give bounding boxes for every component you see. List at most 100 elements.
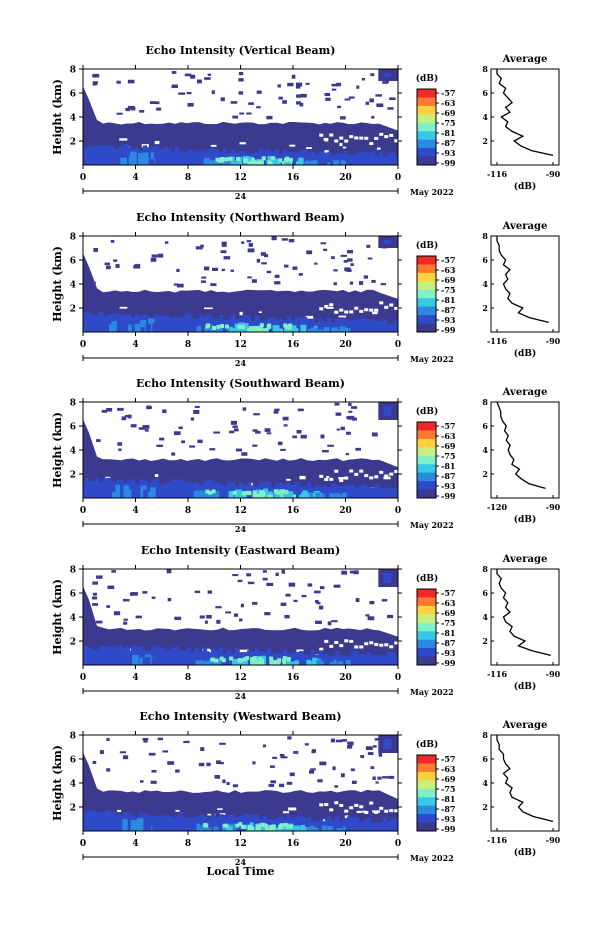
echo-cell xyxy=(83,646,88,665)
echo-cell xyxy=(252,490,257,495)
echo-cell xyxy=(279,753,285,757)
echo-cell xyxy=(359,485,364,498)
echo-cell xyxy=(355,152,360,165)
echo-cell xyxy=(182,490,187,498)
echo-cell xyxy=(310,768,316,771)
echo-cell xyxy=(333,269,338,272)
x-tick-label: 0 xyxy=(80,673,86,683)
echo-cell xyxy=(295,816,300,831)
echo-cell xyxy=(355,319,360,332)
gap-cell xyxy=(384,643,389,647)
echo-cell xyxy=(247,814,252,831)
echo-cell xyxy=(195,246,203,250)
echo-cell xyxy=(195,481,200,498)
echo-cell xyxy=(187,647,192,665)
avg-x-unit: (dB) xyxy=(514,348,536,359)
echo-cell xyxy=(320,434,325,439)
echo-cell xyxy=(341,570,348,575)
echo-cell xyxy=(291,328,299,332)
echo-cell xyxy=(353,570,359,575)
echo-cell xyxy=(283,822,288,827)
gap-cell xyxy=(103,838,108,840)
colorbar-segment xyxy=(417,447,436,457)
gap-cell xyxy=(329,477,334,481)
echo-cell xyxy=(201,276,207,279)
echo-cell xyxy=(183,482,188,498)
gap-cell xyxy=(394,641,398,645)
echo-cell xyxy=(175,316,180,332)
echo-cell xyxy=(304,827,309,831)
y-tick-label: 8 xyxy=(70,732,76,742)
echo-cell xyxy=(262,577,268,581)
echo-cell xyxy=(96,652,102,665)
gap-cell xyxy=(384,305,389,309)
echo-cell xyxy=(367,257,373,260)
echo-cell xyxy=(241,491,246,496)
echo-cell xyxy=(299,651,304,665)
echo-cell xyxy=(124,814,131,831)
colorbar-segment xyxy=(417,814,436,824)
echo-cell xyxy=(174,156,178,165)
echo-cell xyxy=(159,316,164,332)
echo-cell xyxy=(148,159,155,165)
echo-cell xyxy=(164,660,170,665)
gap-cell xyxy=(318,498,326,500)
gap-cell xyxy=(379,132,384,136)
colorbar-tick-label: -81 xyxy=(441,461,455,471)
echo-cell xyxy=(311,327,318,332)
echo-cell xyxy=(331,83,338,87)
avg-profile-line xyxy=(496,236,549,324)
avg-x-unit: (dB) xyxy=(514,514,536,525)
echo-cell xyxy=(367,319,372,332)
echo-cell xyxy=(115,148,120,165)
echo-cell xyxy=(392,495,398,498)
echo-cell xyxy=(132,654,139,665)
echo-cell xyxy=(125,107,131,112)
panel-3: Echo Intensity (Eastward Beam)2468Height… xyxy=(51,544,561,701)
echo-layer xyxy=(83,86,398,165)
echo-cell xyxy=(351,155,356,165)
gap-cell xyxy=(389,472,394,476)
gap-cell xyxy=(339,803,344,807)
echo-cell xyxy=(331,155,336,165)
echo-cell xyxy=(110,646,115,665)
echo-cell xyxy=(377,776,382,780)
echo-cell xyxy=(91,650,99,665)
echo-cell xyxy=(219,158,224,163)
echo-cell xyxy=(212,490,219,498)
echo-cell xyxy=(320,242,327,245)
echo-cell xyxy=(382,776,389,779)
colorbar-tick-label: -69 xyxy=(441,441,456,451)
echo-cell xyxy=(199,490,207,498)
y-tick-label: 2 xyxy=(70,471,76,481)
echo-cell xyxy=(331,256,335,259)
gap-cell xyxy=(329,644,334,648)
colorbar-unit: (dB) xyxy=(416,240,438,251)
echo-cell xyxy=(175,769,180,773)
echo-cell xyxy=(162,750,169,753)
panel-title: Echo Intensity (Westward Beam) xyxy=(139,710,341,723)
echo-cell xyxy=(164,824,171,831)
colorbar-tick-label: -93 xyxy=(441,648,456,658)
echo-layer xyxy=(83,752,398,831)
colorbar-tick-label: -69 xyxy=(441,608,456,618)
echo-cell xyxy=(370,766,375,770)
echo-cell xyxy=(344,98,351,101)
echo-cell xyxy=(113,611,121,616)
echo-cell xyxy=(134,323,142,332)
gap-cell xyxy=(325,307,334,309)
echo-cell xyxy=(203,826,208,831)
echo-cell xyxy=(279,489,284,494)
gap-cell xyxy=(349,469,354,473)
echo-cell xyxy=(241,452,248,456)
echo-cell xyxy=(356,85,360,89)
colorbar-tick-label: -81 xyxy=(441,794,455,804)
echo-cell xyxy=(213,826,219,831)
echo-cell xyxy=(316,602,321,605)
echo-cell xyxy=(175,660,180,665)
gap-cell xyxy=(379,470,384,474)
gap-cell xyxy=(339,644,344,648)
echo-cell xyxy=(96,439,101,443)
echo-cell xyxy=(91,596,98,600)
echo-cell xyxy=(334,785,339,788)
